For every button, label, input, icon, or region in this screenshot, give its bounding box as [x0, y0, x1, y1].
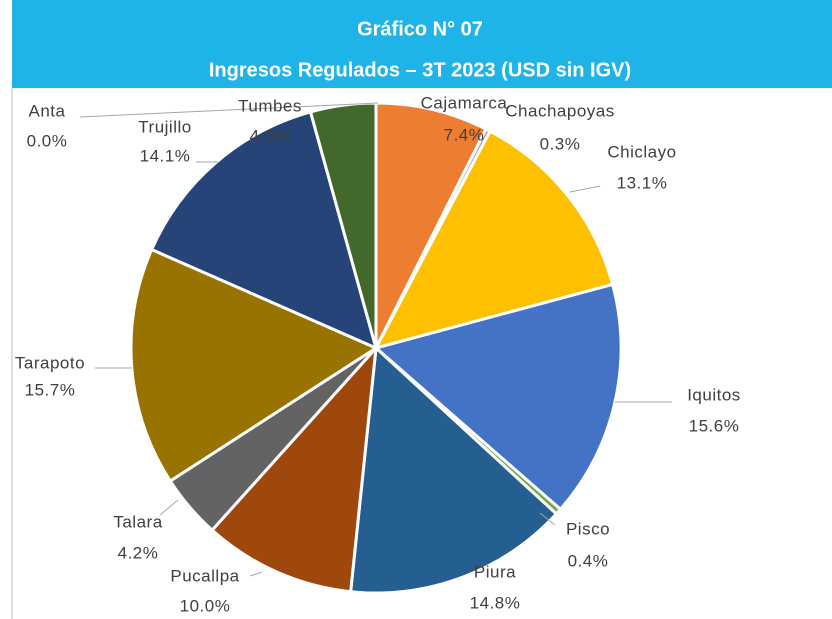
pie-slice — [210, 343, 378, 594]
pie-slice — [372, 282, 623, 512]
chart-title: Gráfico N° 07 — [357, 18, 483, 40]
slice-label: Pisco — [566, 519, 610, 538]
pie-slice — [373, 129, 615, 351]
pie-slice — [149, 110, 379, 351]
pie-slice — [348, 344, 559, 595]
slice-label: Pucallpa — [170, 566, 239, 585]
leader-line — [249, 571, 263, 577]
value-label: 7.4% — [444, 125, 485, 144]
pie-slice — [374, 101, 488, 349]
slice-label: Tumbes — [238, 96, 302, 115]
slice-label: Anta — [29, 101, 66, 120]
slice-label: Trujillo — [138, 117, 191, 136]
value-label: 0.0% — [27, 131, 68, 150]
value-label: 14.8% — [470, 593, 521, 612]
value-label: 10.0% — [180, 596, 231, 615]
leader-line — [539, 512, 556, 526]
slice-label: Piura — [474, 562, 516, 581]
value-label: 14.1% — [140, 146, 191, 165]
slice-label: Chachapoyas — [505, 101, 614, 120]
slice-label: Talara — [113, 512, 162, 531]
value-label: 0.3% — [540, 134, 581, 153]
chart-subtitle: Ingresos Regulados – 3T 2023 (USD sin IG… — [209, 59, 631, 81]
value-label: 15.6% — [689, 416, 740, 435]
leader-line — [569, 185, 601, 193]
leader-line — [79, 102, 379, 118]
slice-label: Chiclayo — [607, 142, 676, 161]
slice-label: Tarapoto — [15, 353, 85, 372]
value-label: 0.4% — [568, 551, 609, 570]
title-banner — [12, 0, 832, 88]
slice-label: Iquitos — [687, 385, 741, 404]
leader-line — [159, 499, 179, 516]
value-label: 13.1% — [617, 173, 668, 192]
value-label: 4.2% — [118, 543, 159, 562]
slice-label: Cajamarca — [421, 93, 508, 112]
value-label: 4.3% — [250, 126, 291, 145]
value-label: 15.7% — [25, 380, 76, 399]
